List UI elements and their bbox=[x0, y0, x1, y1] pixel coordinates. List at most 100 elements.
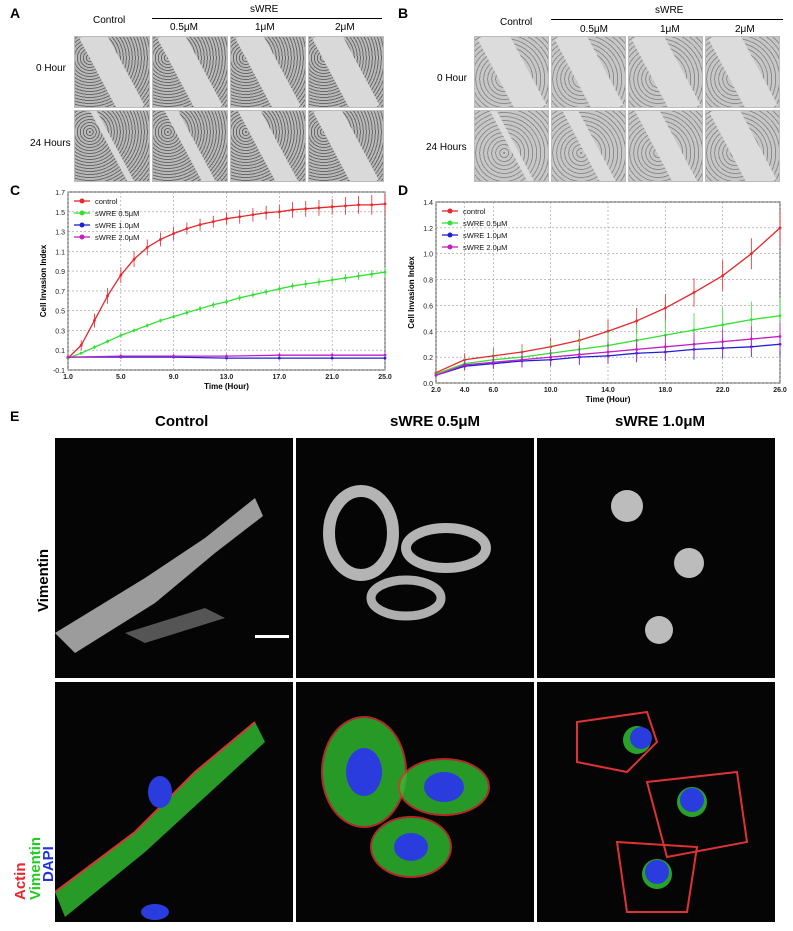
data-point bbox=[330, 278, 334, 282]
data-point bbox=[159, 238, 162, 241]
legend-entry: sWRE 1.0μM bbox=[463, 231, 507, 240]
data-point bbox=[106, 339, 110, 343]
data-point bbox=[370, 272, 374, 276]
col-header-control-e: Control bbox=[155, 413, 209, 430]
data-point bbox=[145, 324, 149, 327]
data-point bbox=[264, 211, 268, 215]
y-tick-label: 1.4 bbox=[423, 200, 433, 207]
legend-marker bbox=[79, 198, 85, 204]
data-point bbox=[692, 291, 696, 294]
data-point bbox=[330, 205, 334, 209]
row-label-vimentin-e: Vimentin bbox=[35, 548, 52, 612]
legend-marker bbox=[447, 220, 453, 226]
data-point bbox=[663, 306, 667, 310]
data-point bbox=[159, 319, 162, 322]
panel-b-image-r0-c1 bbox=[551, 36, 626, 108]
data-point bbox=[79, 343, 83, 347]
panel-b-image-r0-c2 bbox=[628, 36, 703, 108]
y-tick-label: 1.2 bbox=[423, 226, 433, 233]
y-tick-label: 0.8 bbox=[423, 278, 433, 285]
y-tick-label: 1.0 bbox=[423, 252, 433, 259]
y-tick-label: 1.3 bbox=[55, 230, 65, 237]
data-point bbox=[225, 354, 228, 358]
data-point bbox=[635, 319, 639, 323]
data-point bbox=[491, 360, 495, 364]
data-point bbox=[119, 354, 123, 358]
data-point bbox=[238, 296, 242, 300]
chart-d: 0.0 0.2 0.4 0.6 0.8 1.0 1.2 1.4 2.0 4.0 6.0 10.0 14.… bbox=[408, 200, 787, 404]
data-point bbox=[330, 353, 334, 357]
panel-a-image-r1-c0 bbox=[74, 110, 150, 182]
legend-entry: sWRE 2.0μM bbox=[95, 233, 139, 242]
data-point bbox=[277, 210, 281, 214]
data-point bbox=[119, 333, 123, 337]
group-header-swre-b: sWRE bbox=[655, 5, 684, 16]
x-tick-label: 2.0 bbox=[431, 387, 441, 394]
panel-label-b: B bbox=[398, 5, 409, 21]
vimentin-swre10-image bbox=[537, 438, 775, 678]
row-label-0h-b: 0 Hour bbox=[437, 73, 468, 84]
y-tick-label: -0.1 bbox=[53, 368, 65, 375]
row-label-24h-a: 24 Hours bbox=[30, 138, 71, 149]
panel-b-image-r1-c1 bbox=[551, 110, 626, 182]
legend-marker bbox=[79, 210, 85, 216]
y-tick-label: 0.4 bbox=[423, 329, 433, 336]
x-tick-label: 5.0 bbox=[116, 374, 126, 381]
panel-a-image-r1-c2 bbox=[230, 110, 306, 182]
data-point bbox=[106, 294, 110, 298]
panel-a-image-r0-c1 bbox=[152, 36, 228, 108]
data-point bbox=[549, 355, 553, 359]
legend-entry: sWRE 1.0μM bbox=[95, 221, 139, 230]
data-point bbox=[291, 284, 294, 288]
data-point bbox=[692, 342, 696, 346]
panel-b-image-r0-c3 bbox=[705, 36, 780, 108]
y-tick-label: 1.7 bbox=[55, 190, 65, 197]
panel-b-image-r1-c0 bbox=[474, 110, 549, 182]
data-point bbox=[663, 345, 667, 349]
merge-swre05-image bbox=[296, 682, 534, 922]
legend-entry: sWRE 0.5μM bbox=[463, 219, 507, 228]
panel-a-image-r0-c3 bbox=[308, 36, 384, 108]
x-tick-label: 13.0 bbox=[220, 374, 234, 381]
y-tick-label: 0.2 bbox=[423, 355, 433, 362]
data-point bbox=[132, 257, 136, 261]
merge-swre10-image bbox=[537, 682, 775, 922]
data-point bbox=[198, 307, 202, 311]
data-point bbox=[238, 215, 242, 219]
data-point bbox=[383, 353, 387, 357]
legend-entry: control bbox=[463, 207, 486, 216]
group-underline-a bbox=[152, 18, 382, 19]
vimentin-control-image bbox=[55, 438, 293, 678]
data-point bbox=[749, 252, 753, 256]
data-point bbox=[277, 356, 281, 360]
merge-control-image bbox=[55, 682, 293, 922]
data-point bbox=[520, 358, 524, 362]
col-header-2-b: 2μM bbox=[735, 24, 755, 35]
data-point bbox=[251, 213, 255, 217]
legend-marker bbox=[79, 234, 85, 240]
row-label-24h-b: 24 Hours bbox=[426, 142, 467, 153]
data-point bbox=[778, 314, 782, 318]
y-tick-label: 1.5 bbox=[55, 210, 65, 217]
x-tick-label: 4.0 bbox=[460, 387, 470, 394]
data-point bbox=[577, 353, 581, 356]
x-axis-label: Time (Hour) bbox=[586, 395, 631, 404]
data-point bbox=[343, 204, 347, 208]
legend-entry: sWRE 0.5μM bbox=[95, 209, 139, 218]
x-tick-label: 26.0 bbox=[773, 387, 787, 394]
panel-b-image-r1-c2 bbox=[628, 110, 703, 182]
data-point bbox=[251, 293, 255, 297]
data-point bbox=[383, 270, 387, 274]
data-point bbox=[749, 318, 753, 322]
data-point bbox=[211, 220, 215, 224]
group-underline-b bbox=[551, 19, 783, 20]
data-point bbox=[749, 337, 753, 341]
data-point bbox=[119, 273, 123, 277]
panel-a-image-r0-c0 bbox=[74, 36, 150, 108]
data-point bbox=[211, 303, 215, 307]
panel-a-image-r1-c1 bbox=[152, 110, 228, 182]
data-point bbox=[225, 217, 228, 221]
y-axis-label: Cell Invasion Index bbox=[408, 256, 416, 329]
data-point bbox=[778, 335, 782, 338]
col-header-control-b: Control bbox=[500, 17, 533, 28]
